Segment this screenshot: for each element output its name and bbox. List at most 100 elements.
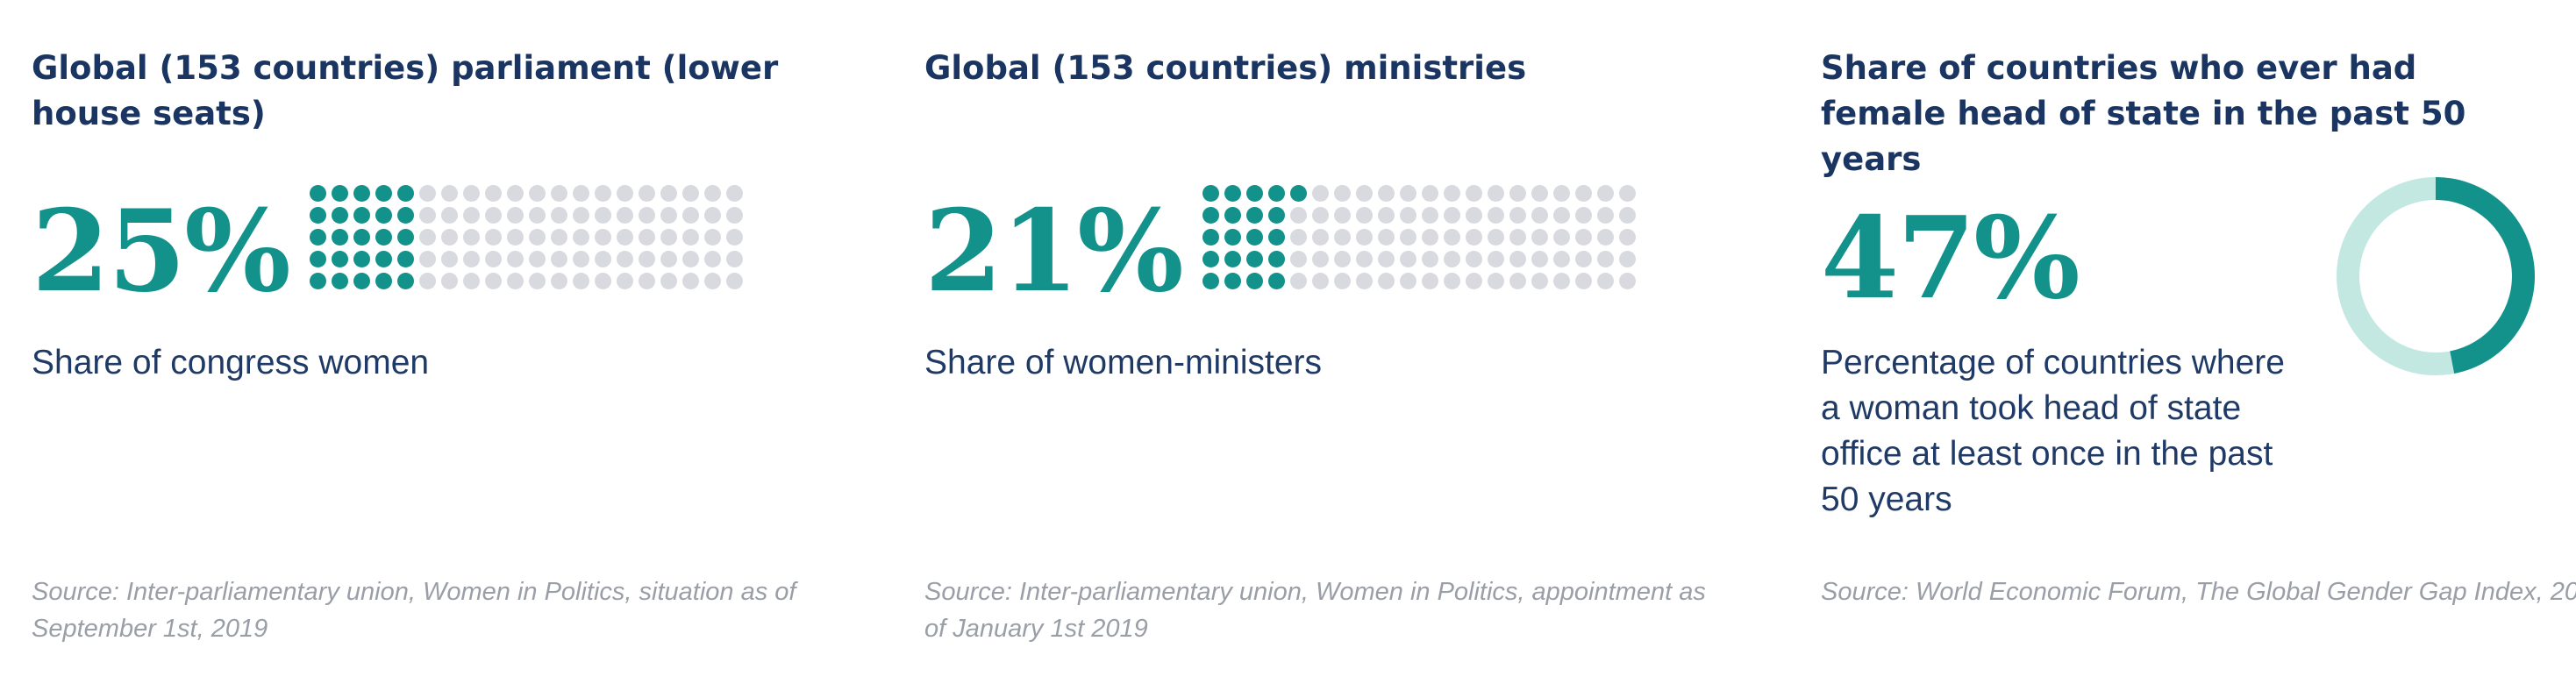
waffle-dot-empty [507,207,524,224]
panel-ministries: Global (153 countries) ministries 21% Sh… [924,0,1784,698]
waffle-dot-empty [1597,185,1614,202]
waffle-dot-empty [1400,229,1416,246]
waffle-dot-empty [419,229,436,246]
waffle-dot-filled [1224,273,1241,289]
waffle-dot-empty [704,229,721,246]
waffle-dot-filled [353,185,370,202]
waffle-dot-empty [1334,273,1351,289]
waffle-dot-empty [1531,229,1548,246]
panel-title: Global (153 countries) parliament (lower… [32,49,779,132]
waffle-dot-empty [1356,251,1373,267]
waffle-dot-empty [1509,185,1526,202]
waffle-dot-filled [1246,273,1263,289]
waffle-dot-filled [1224,229,1241,246]
waffle-dot-empty [573,185,589,202]
value-label: 25% [32,186,291,317]
waffle-dot-empty [507,229,524,246]
waffle-dot-empty [419,207,436,224]
waffle-dot-empty [1619,273,1636,289]
waffle-dot-empty [1466,207,1482,224]
waffle-dot-empty [1444,229,1460,246]
waffle-dot-empty [1400,185,1416,202]
waffle-dot-empty [573,251,589,267]
waffle-dot-empty [1400,207,1416,224]
waffle-dot-filled [375,229,392,246]
waffle-chart [310,185,748,299]
waffle-dot-filled [1268,229,1285,246]
waffle-dot-empty [704,273,721,289]
waffle-dot-empty [1553,229,1570,246]
waffle-dot-empty [660,207,677,224]
waffle-dot-empty [595,273,611,289]
waffle-dot-filled [397,273,414,289]
waffle-dot-filled [310,207,326,224]
waffle-dot-empty [595,185,611,202]
waffle-dot-empty [463,229,480,246]
waffle-dot-empty [1619,229,1636,246]
panel-head-of-state: Share of countries who ever had female h… [1821,0,2576,698]
waffle-dot-empty [1575,229,1592,246]
value-label: 47% [1821,193,2080,324]
waffle-dot-filled [310,229,326,246]
waffle-dot-empty [660,185,677,202]
waffle-dot-empty [617,251,633,267]
waffle-dot-empty [1312,251,1329,267]
panel-parliament: Global (153 countries) parliament (lower… [32,0,891,698]
waffle-dot-empty [1575,273,1592,289]
waffle-dot-empty [485,273,502,289]
waffle-dot-empty [419,185,436,202]
donut-chart [2337,177,2535,375]
waffle-dot-empty [1334,185,1351,202]
waffle-dot-empty [529,185,546,202]
waffle-dot-empty [1488,251,1504,267]
waffle-dot-empty [551,251,567,267]
waffle-dot-empty [1531,185,1548,202]
waffle-dot-filled [332,207,348,224]
waffle-dot-empty [573,273,589,289]
waffle-dot-filled [397,207,414,224]
waffle-dot-filled [1224,251,1241,267]
waffle-dot-empty [726,229,743,246]
waffle-dot-filled [1202,185,1219,202]
waffle-dot-filled [1224,207,1241,224]
waffle-dot-empty [1531,273,1548,289]
waffle-dot-filled [1224,185,1241,202]
waffle-dot-empty [639,185,655,202]
waffle-dot-empty [1290,273,1307,289]
waffle-dot-empty [1422,229,1438,246]
waffle-dot-empty [1575,185,1592,202]
waffle-dot-empty [1356,207,1373,224]
waffle-dot-empty [1488,185,1504,202]
waffle-dot-empty [529,251,546,267]
waffle-dot-empty [617,229,633,246]
waffle-dot-empty [1312,207,1329,224]
waffle-dot-filled [353,251,370,267]
waffle-dot-empty [485,229,502,246]
waffle-dot-empty [1312,185,1329,202]
waffle-dot-empty [419,251,436,267]
waffle-dot-empty [660,251,677,267]
waffle-dot-empty [1378,273,1395,289]
waffle-dot-empty [441,185,458,202]
waffle-dot-filled [1290,185,1307,202]
waffle-dot-filled [1202,229,1219,246]
waffle-dot-filled [1246,207,1263,224]
description: Percentage of countries where a woman to… [1821,344,2285,518]
waffle-dot-empty [1488,229,1504,246]
waffle-dot-filled [332,273,348,289]
waffle-dot-empty [1444,185,1460,202]
waffle-dot-filled [353,273,370,289]
waffle-dot-empty [1400,273,1416,289]
waffle-dot-empty [507,251,524,267]
waffle-dot-empty [1466,273,1482,289]
waffle-dot-filled [332,251,348,267]
waffle-dot-empty [1597,229,1614,246]
waffle-dot-filled [1268,207,1285,224]
waffle-chart [1202,185,1641,299]
waffle-dot-empty [726,273,743,289]
waffle-dot-empty [573,229,589,246]
waffle-dot-filled [375,185,392,202]
waffle-dot-empty [529,207,546,224]
waffle-dot-empty [529,229,546,246]
waffle-dot-empty [1312,229,1329,246]
